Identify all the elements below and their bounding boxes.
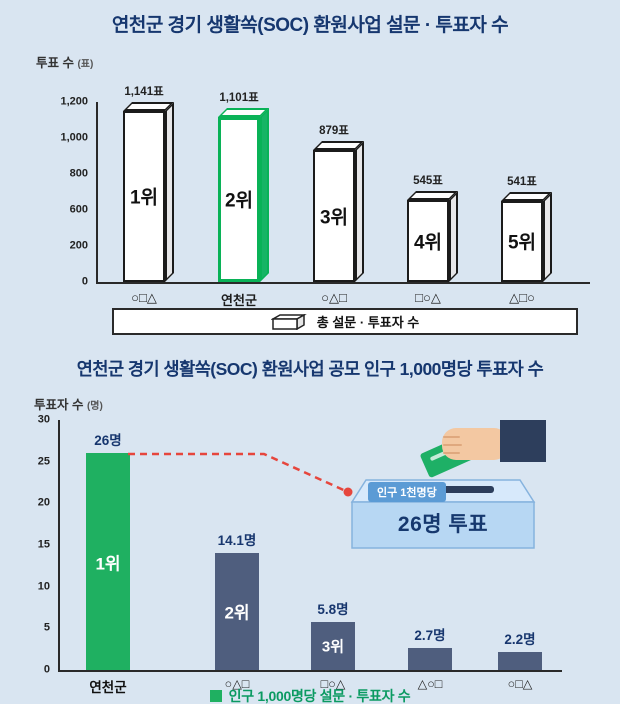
chart1-bar-4: 545표 4위 □○△	[407, 175, 458, 305]
bar-value-label: 26명	[94, 433, 122, 449]
bar-value-label: 2.7명	[414, 627, 446, 643]
bar-rank-label: 5위	[507, 232, 537, 254]
bar-side-face	[449, 191, 458, 282]
bar-category-label: □○△	[415, 290, 441, 305]
bar-value-label: 5.8명	[317, 601, 349, 617]
bar-fill	[215, 552, 259, 670]
chart2-y-tick: 5	[43, 621, 50, 634]
chart2-y-axis-label: 투표자 수 (명)	[34, 394, 103, 413]
bar-category-label: 연천군	[89, 680, 127, 695]
bar-value-label: 1,141표	[124, 85, 164, 98]
chart1-y-axis-unit: (표)	[77, 59, 94, 70]
chart2-bar-3: 3위 5.8명 □○△	[311, 602, 355, 691]
bar-category-label: 연천군	[221, 293, 257, 308]
bar-category-label: ○△□	[321, 290, 347, 305]
bar-rank-label: 3위	[321, 638, 345, 656]
bar-category-label: ○□△	[131, 290, 157, 305]
bar-category-label: △○□	[417, 677, 443, 691]
chart1-bar-2-highlighted: 1,101표 2위 연천군	[218, 92, 269, 308]
bar-fill	[498, 651, 542, 670]
caption-text: 인구 1,000명당 설문 · 투표자 수	[228, 688, 411, 704]
chart1-bar-1: 1,141표 1위 ○□△	[123, 86, 174, 305]
bar-rank-label: 2위	[224, 190, 254, 212]
bar-front-face	[407, 200, 449, 282]
hand-icon	[442, 428, 508, 460]
chart2-bar-2: 2위 14.1명 ○△□	[215, 533, 259, 691]
callout-label: 26명 투표	[397, 513, 489, 536]
caption-swatch-icon	[209, 690, 222, 702]
sleeve-icon	[500, 420, 546, 462]
chart2-y-axis-label-text: 투표자 수	[34, 398, 84, 412]
bar-value-label: 14.1명	[217, 532, 257, 548]
bar-side-face	[165, 101, 174, 282]
callout-ribbon: 인구 1천명당	[368, 482, 446, 502]
chart2-y-tick: 25	[37, 455, 50, 468]
chart1-bar-5: 541표 5위 △□○	[501, 176, 552, 305]
bar-value-label: 541표	[507, 175, 537, 188]
bar-rank-label: 2위	[224, 603, 250, 623]
bar-fill	[86, 453, 130, 670]
bar-rank-label: 1위	[129, 187, 159, 209]
chart1-y-tick: 1,000	[60, 131, 88, 144]
chart2-y-tick: 20	[37, 496, 50, 509]
bar-value-label: 2.2명	[504, 631, 536, 647]
bar-category-label: △□○	[509, 290, 535, 305]
chart1-y-tick: 600	[69, 203, 88, 216]
chart1-bar-3: 879표 3위 ○△□	[313, 125, 364, 305]
chart2-title: 연천군 경기 생활쏙(SOC) 환원사업 공모 인구 1,000명당 투표자 수	[76, 359, 544, 379]
chart1-y-tick: 800	[69, 167, 88, 180]
chart2-bar-1-highlighted: 1위 26명 연천군	[86, 433, 130, 695]
chart1-y-axis-label: 투표 수 (표)	[36, 52, 93, 71]
bar-fill	[408, 647, 452, 670]
chart2-caption: 인구 1,000명당 설문 · 투표자 수	[0, 686, 620, 704]
bar-value-label: 879표	[319, 125, 349, 138]
chart2-y-tick: 30	[37, 413, 50, 426]
bar-front-face	[501, 200, 543, 282]
bar-value-label: 1,101표	[219, 91, 259, 104]
chart2-y-axis-unit: (명)	[86, 401, 103, 412]
chart2-y-tick: 15	[37, 538, 50, 551]
chart1-y-axis-label-text: 투표 수	[36, 56, 74, 70]
chart1-plot-area: 1,200 1,000 800 600 200 0 1,141표 1위 ○□△ …	[60, 86, 590, 308]
chart1-y-tick: 1,200	[60, 95, 88, 108]
bar-category-label: ○□△	[507, 677, 533, 691]
bar-value-label: 545표	[413, 175, 443, 188]
chart1-y-tick: 200	[69, 239, 88, 252]
bar-front-face	[313, 150, 355, 282]
chart2-y-tick: 0	[43, 663, 50, 676]
bar-side-face	[355, 141, 364, 282]
bar-side-face	[543, 191, 552, 282]
chart1-legend-label: 총 설문 · 투표자 수	[316, 315, 420, 330]
chart2-bar-5: 2.2명 ○□△	[498, 632, 542, 691]
bar-side-face	[260, 107, 269, 282]
chart1-y-tick: 0	[81, 275, 88, 288]
bar-rank-label: 1위	[95, 554, 121, 574]
bar-category-label: ○△□	[224, 677, 250, 691]
bar-front-face	[218, 116, 260, 282]
bar-front-face	[123, 110, 165, 282]
bar-rank-label: 4위	[413, 232, 443, 254]
bar-swatch-icon	[270, 313, 307, 330]
bar-fill	[311, 621, 355, 670]
chart2-y-tick: 10	[37, 580, 50, 593]
chart1-legend: 총 설문 · 투표자 수	[112, 308, 578, 335]
chart1-title: 연천군 경기 생활쏙(SOC) 환원사업 설문 · 투표자 수	[111, 15, 509, 36]
bar-category-label: □○△	[320, 677, 346, 691]
ballot-box-callout: 인구 1천명당 26명 투표	[338, 418, 548, 552]
chart2-bar-4: 2.7명 △○□	[408, 628, 452, 691]
bar-rank-label: 3위	[319, 207, 349, 229]
chart2-plot-area: 30 25 20 15 10 5 0 1위 26명 연천군 2위 14.1명 ○…	[38, 414, 562, 695]
